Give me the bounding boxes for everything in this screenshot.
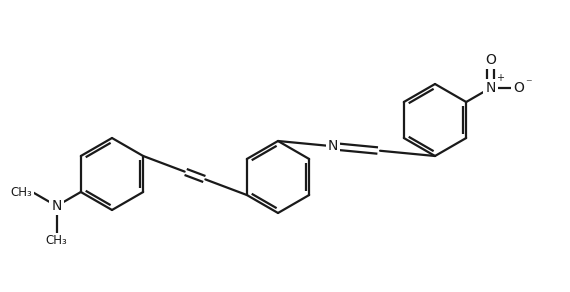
- Text: +: +: [496, 73, 504, 83]
- Text: CH₃: CH₃: [11, 185, 32, 199]
- Text: N: N: [485, 81, 495, 95]
- Text: O: O: [485, 53, 496, 67]
- Text: O: O: [513, 81, 524, 95]
- Text: ⁻: ⁻: [526, 77, 532, 91]
- Text: CH₃: CH₃: [46, 234, 67, 247]
- Text: N: N: [51, 199, 62, 213]
- Text: N: N: [328, 139, 338, 153]
